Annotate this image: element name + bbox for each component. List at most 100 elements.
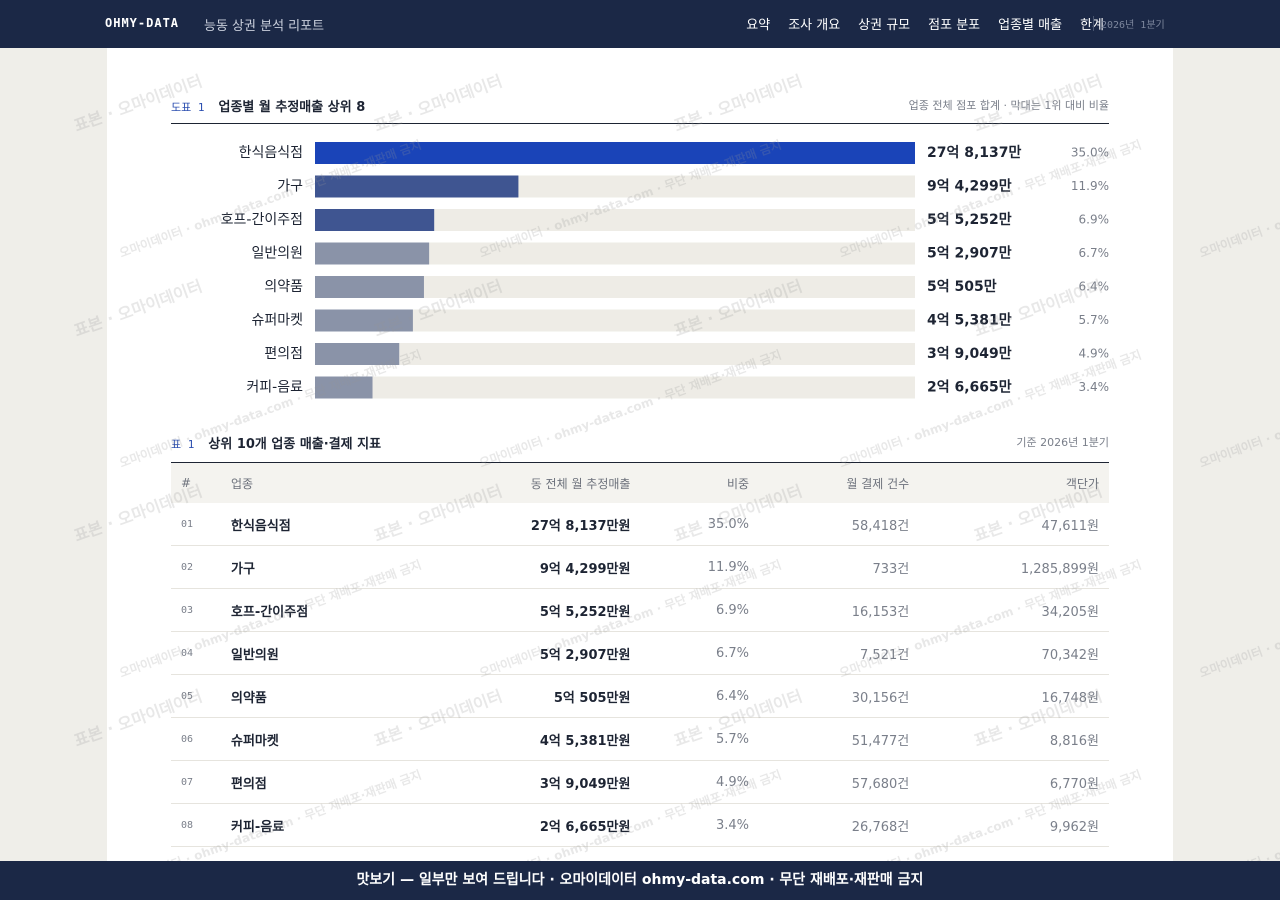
table-cell: 01 (171, 503, 221, 546)
nav-link[interactable]: 점포 분포 (928, 18, 981, 33)
top-bar: OHMY-DATA 능동 상권 분석 리포트 요약 조사 개요 상권 규모 점포 분포… (0, 0, 1280, 48)
nav: 요약 조사 개요 상권 규모 점포 분포 업종별 매출 한계 (746, 14, 1104, 33)
bar-label: 의약품 (264, 279, 303, 295)
table-cell: 6.4% (640, 674, 760, 718)
table-cell: 70,342원 (919, 631, 1109, 675)
table-cell: 3.4% (640, 803, 760, 847)
figure-note: 업종 전체 점포 합계 · 막대는 1위 대비 비율 (908, 99, 1109, 112)
table-cell: 35.0% (640, 503, 760, 546)
bar (315, 142, 915, 164)
table-cell: 30,156건 (759, 674, 920, 718)
share-label: 6.7% (1079, 246, 1110, 260)
bar-label: 슈퍼마켓 (251, 313, 303, 329)
data-table: # 업종 동 전체 월 추정매출 비중 월 결제 건수 객단가 01 한식음식점 27억 8,1… (171, 463, 1109, 847)
table-heading: 표 1 상위 10개 업종 매출·결제 지표 기준 2026년 1분기 (171, 433, 1109, 452)
bar (315, 209, 435, 231)
column-header: 월 결제 건수 (759, 463, 920, 503)
table-cell: 9억 4,299만원 (408, 545, 641, 589)
share-label: 4.9% (1079, 347, 1110, 361)
value-label: 4억 5,381만 (927, 313, 1012, 329)
bar-label: 커피-음료 (246, 380, 303, 396)
table-cell: 1,285,899원 (919, 545, 1109, 589)
bar (315, 175, 519, 198)
column-header: 업종 (221, 463, 409, 503)
value-label: 5억 5,252만 (927, 212, 1012, 228)
rule (171, 123, 1109, 124)
table-cell: 5.7% (640, 717, 760, 761)
table-cell: 51,477건 (759, 717, 920, 761)
table-cell: 4억 5,381만원 (408, 717, 641, 761)
table-cell: 04 (171, 631, 221, 675)
table-cell: 58,418건 (759, 503, 920, 546)
value-label: 2억 6,665만 (927, 380, 1012, 396)
table-label: 표 1 (171, 438, 195, 451)
column-header: # (171, 463, 221, 503)
table-cell: 11.9% (640, 545, 760, 589)
figure-title: 업종별 월 추정매출 상위 8 (218, 100, 366, 115)
report-card: 도표 1 업종별 월 추정매출 상위 8 업종 전체 점포 합계 · 막대는 1위… (107, 48, 1173, 861)
table-cell: 일반의원 (221, 631, 409, 675)
value-label: 9억 4,299만 (927, 179, 1012, 195)
table-row: 04 일반의원 5억 2,907만원 6.7% 7,521건 70,342원 (171, 631, 1109, 675)
period: 2026년 1분기 (1093, 16, 1165, 31)
table-cell: 733건 (759, 545, 920, 589)
table-cell: 호프-간이주점 (221, 588, 409, 632)
table-cell: 커피-음료 (221, 803, 409, 847)
bar (315, 309, 413, 332)
table-cell: 6.7% (640, 631, 760, 675)
table-cell: 3억 9,049만원 (408, 760, 641, 804)
table-row: 06 슈퍼마켓 4억 5,381만원 5.7% 51,477건 8,816원 (171, 717, 1109, 761)
table-cell: 07 (171, 760, 221, 804)
share-label: 6.4% (1079, 280, 1110, 294)
table-cell: 의약품 (221, 674, 409, 718)
bar-label: 한식음식점 (239, 145, 303, 161)
nav-link[interactable]: 업종별 매출 (998, 18, 1063, 33)
table-cell: 27억 8,137만원 (408, 503, 641, 546)
column-header: 비중 (640, 463, 760, 503)
bar (315, 376, 373, 399)
table-row: 02 가구 9억 4,299만원 11.9% 733건 1,285,899원 (171, 545, 1109, 589)
nav-link[interactable]: 한계 (1080, 18, 1104, 33)
table-cell: 2억 6,665만원 (408, 803, 641, 847)
table-cell: 06 (171, 717, 221, 761)
bar-track (315, 276, 915, 298)
figure-label: 도표 1 (171, 101, 205, 114)
table-cell: 03 (171, 588, 221, 632)
table-cell: 슈퍼마켓 (221, 717, 409, 761)
table-cell: 5억 505만원 (408, 674, 641, 718)
nav-link[interactable]: 요약 (746, 18, 771, 33)
share-label: 11.9% (1071, 179, 1109, 193)
bar-label: 호프-간이주점 (221, 212, 303, 228)
value-label: 27억 8,137만 (927, 145, 1022, 161)
table-cell: 02 (171, 545, 221, 589)
table-cell: 편의점 (221, 760, 409, 804)
table-row: 03 호프-간이주점 5억 5,252만원 6.9% 16,153건 34,205원 (171, 588, 1109, 632)
table-row: 05 의약품 5억 505만원 6.4% 30,156건 16,748원 (171, 674, 1109, 718)
bar-track (315, 209, 915, 231)
watermark: 오마이데이터 · ohmy-data.com · 무단 재배포·재판매 금지 (1197, 348, 1280, 471)
table-cell: 6.9% (640, 588, 760, 632)
table-cell: 7,521건 (759, 631, 920, 675)
table-cell: 16,748원 (919, 674, 1109, 718)
table-cell: 5억 2,907만원 (408, 631, 641, 675)
brand[interactable]: OHMY-DATA (105, 16, 180, 30)
bar (315, 343, 400, 365)
watermark: 오마이데이터 · ohmy-data.com · 무단 재배포·재판매 금지 (1197, 138, 1280, 261)
footer-banner: 맛보기 — 일부만 보여 드립니다 · 오마이데이터 ohmy-data.com… (0, 861, 1280, 900)
rule (171, 462, 1109, 463)
table-cell: 16,153건 (759, 588, 920, 632)
nav-link[interactable]: 조사 개요 (788, 18, 841, 33)
table-cell: 05 (171, 674, 221, 718)
table-cell: 57,680건 (759, 760, 920, 804)
bar-label: 가구 (277, 179, 303, 195)
bar (315, 276, 424, 298)
nav-link[interactable]: 상권 규모 (858, 18, 911, 33)
table-cell: 34,205원 (919, 588, 1109, 632)
table-note: 기준 2026년 1분기 (1016, 436, 1109, 449)
share-label: 3.4% (1079, 380, 1110, 394)
bar-track (315, 242, 915, 265)
value-label: 3억 9,049만 (927, 346, 1012, 362)
table-cell: 가구 (221, 545, 409, 589)
bar-track (315, 376, 915, 399)
